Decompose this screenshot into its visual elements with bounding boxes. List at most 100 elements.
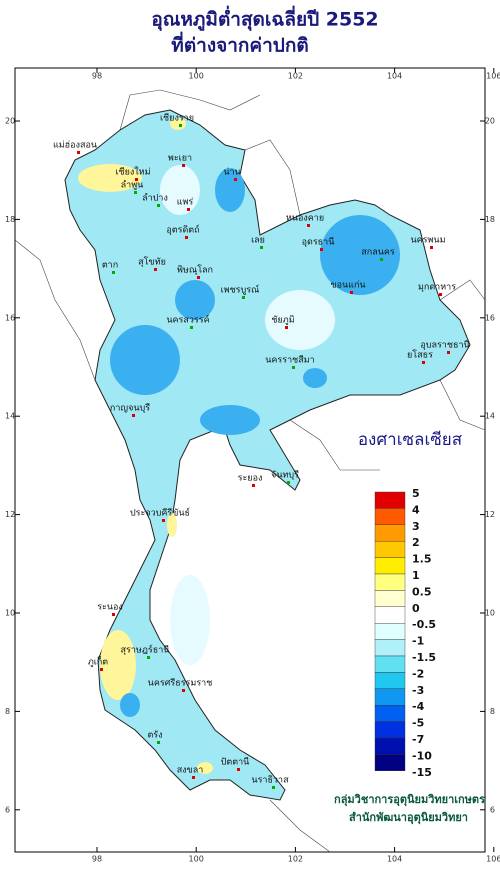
lon-tick-label: 100: [189, 72, 204, 81]
place-name: สุโขทัย: [138, 257, 166, 268]
place-marker: [77, 151, 80, 154]
place-marker: [112, 271, 115, 274]
place-name: ประจวบคีรีขันธ์: [130, 507, 190, 519]
place-marker: [285, 326, 288, 329]
place-name: ตาก: [102, 261, 118, 271]
place-marker: [135, 178, 138, 181]
place-marker: [100, 668, 103, 671]
place-name: ลำปาง: [142, 193, 168, 204]
place-marker: [157, 741, 160, 744]
legend-label: 0.5: [412, 585, 432, 598]
place-name: เลย: [251, 236, 265, 246]
place-name: พิษณุโลก: [177, 265, 213, 276]
place-marker: [162, 519, 165, 522]
lat-tick-label: 8: [5, 707, 10, 716]
legend-label: 1.5: [412, 553, 432, 566]
place-name: เพชรบูรณ์: [221, 284, 260, 296]
place-name: สกลนคร: [361, 248, 395, 258]
place-name: แพร่: [177, 198, 194, 208]
lat-tick-label: 14: [5, 412, 15, 421]
place-name: ปัตตานี: [221, 757, 250, 768]
lat-tick-label: 10: [485, 609, 495, 618]
lon-tick-label: 98: [92, 72, 102, 81]
place-name: นครสวรรค์: [166, 314, 209, 326]
place-name: อุบลราชธานี: [420, 340, 469, 351]
place-name: อุดรธานี: [302, 237, 335, 248]
neighbour-borders: [14, 89, 486, 853]
place-marker: [112, 613, 115, 616]
legend-title: องศาเซลเซียส: [358, 430, 463, 450]
place-name: พะเยา: [168, 154, 192, 164]
place-marker: [447, 351, 450, 354]
lat-tick-label: 16: [485, 313, 495, 322]
legend-swatch: [374, 672, 406, 690]
legend-swatch: [374, 639, 406, 657]
place-marker: [179, 124, 182, 127]
lon-tick-label: 102: [288, 72, 303, 81]
lat-tick-label: 10: [5, 609, 15, 618]
place-name: ระนอง: [97, 603, 123, 613]
place-marker: [272, 786, 275, 789]
legend-label: -4: [412, 700, 425, 713]
footer-line-2: สำนักพัฒนาอุตุนิยมวิทยา: [349, 811, 468, 825]
legend-label: -10: [412, 749, 432, 762]
legend-swatch: [374, 491, 406, 509]
lon-tick-label: 104: [387, 72, 402, 81]
place-marker: [185, 236, 188, 239]
legend-swatch: [374, 508, 406, 525]
lat-tick-label: 20: [485, 117, 495, 126]
place-name: นครราชสีมา: [265, 355, 314, 366]
place-name: นราธิวาส: [251, 775, 289, 786]
anomaly-patches: [78, 118, 400, 774]
legend-swatch: [374, 590, 406, 608]
place-marker: [380, 258, 383, 261]
legend-swatch: [374, 606, 406, 624]
lon-tick-label: 100: [189, 855, 204, 864]
lon-tick-label: 104: [387, 855, 402, 864]
place-name: น่าน: [223, 168, 240, 178]
legend-swatch: [374, 688, 406, 706]
place-name: ระยอง: [238, 474, 263, 484]
lon-tick-label: 106: [486, 72, 500, 81]
place-marker: [192, 776, 195, 779]
place-name: ตรัง: [147, 731, 162, 741]
lat-tick-label: 6: [490, 805, 495, 814]
title-line-1: อุณหภูมิต่ำสุดเฉลี่ยปี 2552: [151, 6, 378, 32]
lon-tick-label: 106: [486, 855, 500, 864]
place-name: หนองคาย: [286, 214, 324, 224]
place-name: เชียงราย: [160, 113, 194, 124]
place-marker: [134, 191, 137, 194]
lat-tick-label: 16: [5, 313, 15, 322]
place-marker: [187, 208, 190, 211]
legend-label: -1: [412, 635, 424, 648]
place-name: กาญจนบุรี: [110, 403, 150, 414]
lat-tick-label: 18: [5, 215, 15, 224]
legend-swatch: [374, 573, 406, 591]
place-marker: [237, 768, 240, 771]
place-name: ลำพูน: [121, 180, 144, 191]
legend-label: -1.5: [412, 651, 436, 664]
legend-label: 4: [412, 503, 420, 516]
legend-swatch: [374, 524, 406, 542]
place-marker: [182, 689, 185, 692]
place-marker: [197, 276, 200, 279]
lat-tick-label: 20: [5, 117, 15, 126]
footer-line-1: กลุ่มวิชาการอุตุนิยมวิทยาเกษตร: [334, 793, 485, 807]
place-marker: [132, 414, 135, 417]
place-name: นครศรีธรรมราช: [148, 678, 213, 689]
legend-swatch: [374, 541, 406, 558]
legend-swatch: [374, 754, 406, 772]
legend-label: -0.5: [412, 618, 436, 631]
lon-tick-label: 98: [92, 855, 102, 864]
place-name: สงขลา: [177, 766, 204, 776]
legend-label: 5: [412, 487, 420, 500]
place-name: แม่ฮ่องสอน: [53, 141, 97, 151]
place-marker: [147, 656, 150, 659]
place-marker: [422, 361, 425, 364]
place-marker: [157, 204, 160, 207]
place-marker: [242, 296, 245, 299]
place-name: นครพนม: [410, 236, 445, 246]
place-marker: [350, 291, 353, 294]
place-name: ชัยภูมิ: [271, 315, 294, 326]
